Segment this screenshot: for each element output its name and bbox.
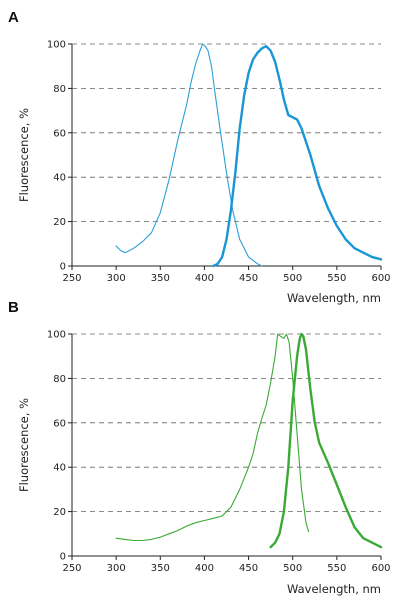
y-tick-label: 40 [53,173,66,184]
x-tick-label: 500 [283,563,302,574]
x-axis-title: Wavelength, nm [287,291,381,305]
x-tick-label: 400 [195,273,214,284]
panel-label: B [8,299,19,316]
excitation-spectrum-line [115,43,263,267]
x-axis-title: Wavelength, nm [287,582,381,596]
y-tick-label: 80 [53,374,66,385]
y-tick-label: 60 [53,128,66,139]
x-tick-label: 350 [151,563,170,574]
y-tick-label: 0 [60,552,66,563]
y-axis-title: Fluorescence, % [17,108,31,202]
x-tick-label: 550 [327,273,346,284]
x-tick-label: 450 [239,563,258,574]
x-tick-label: 250 [62,563,81,574]
excitation-spectrum-line [115,333,310,542]
y-tick-label: 20 [53,507,66,518]
x-tick-label: 400 [195,563,214,574]
panel-b: B 0 20 40 60 80 100 250 300 350 400 450 500 550 600 Wav… [8,299,391,596]
x-tick-label: 300 [107,563,126,574]
y-tick-label: 0 [60,262,66,273]
y-tick-label: 100 [47,330,66,341]
x-tick-label: 300 [107,273,126,284]
x-tick-label: 350 [151,273,170,284]
y-tick-label: 60 [53,418,66,429]
y-tick-label: 40 [53,463,66,474]
y-tick-label: 80 [53,84,66,95]
y-tick-label: 20 [53,217,66,228]
emission-spectrum-line [212,45,383,268]
x-tick-label: 600 [371,273,390,284]
x-tick-label: 450 [239,273,258,284]
x-tick-label: 500 [283,273,302,284]
x-tick-label: 550 [327,563,346,574]
y-axis-title: Fluorescence, % [17,398,31,492]
x-tick-label: 600 [371,563,390,574]
panel-label: A [8,9,19,26]
y-tick-label: 100 [47,40,66,51]
panel-a: A 0 20 40 60 80 100 250 300 350 400 450 500 550 600 Wav… [8,9,391,305]
x-tick-label: 250 [62,273,81,284]
emission-spectrum-line [269,332,383,549]
